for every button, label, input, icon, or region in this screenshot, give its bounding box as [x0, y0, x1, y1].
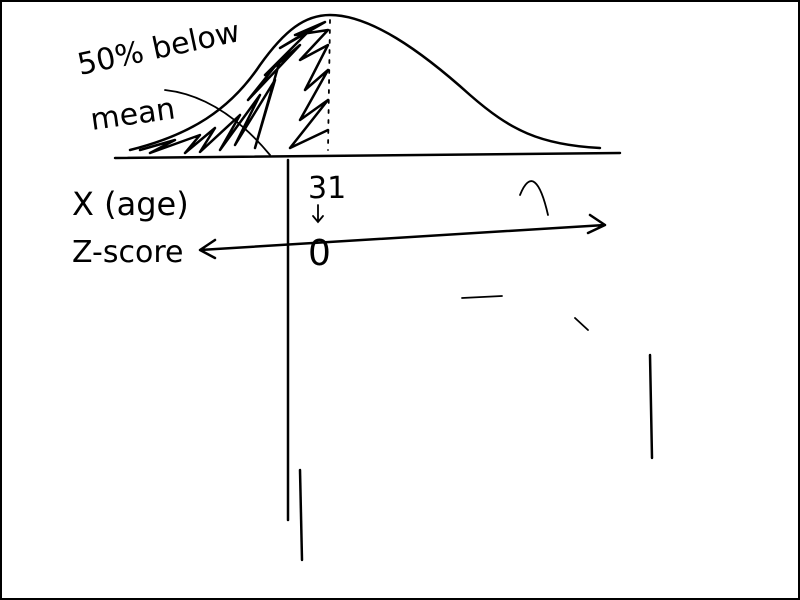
z-axis-label: Z-score — [72, 235, 183, 270]
x-axis-label: X (age) — [72, 185, 189, 223]
shading — [138, 20, 330, 155]
vertical-line-left-2 — [298, 468, 304, 562]
bell-curve — [128, 13, 602, 152]
down-arrow — [312, 204, 324, 224]
scribble-2 — [461, 295, 589, 331]
x-baseline — [113, 151, 622, 160]
x-value: 31 — [308, 171, 346, 206]
pointer — [164, 89, 271, 156]
z-value: 0 — [308, 233, 331, 274]
mean-line — [327, 19, 331, 151]
scribble — [519, 180, 549, 216]
z-axis — [198, 213, 607, 260]
vertical-line-right — [648, 353, 654, 460]
